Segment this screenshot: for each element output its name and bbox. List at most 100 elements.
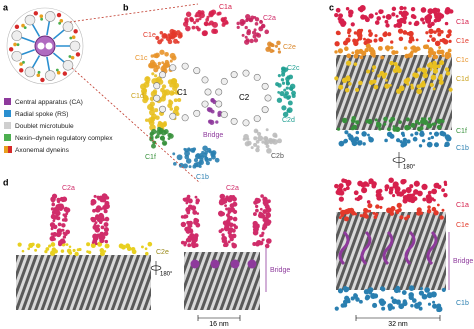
density xyxy=(280,78,285,82)
density xyxy=(433,182,440,189)
structure-label: C1b xyxy=(456,300,469,307)
density xyxy=(421,293,428,300)
density xyxy=(419,126,424,131)
protofilament xyxy=(153,82,161,90)
density xyxy=(187,243,192,248)
density xyxy=(204,156,209,161)
density xyxy=(366,200,371,204)
density xyxy=(192,236,198,243)
protofilament xyxy=(253,115,261,123)
density xyxy=(253,142,258,147)
density xyxy=(185,11,192,18)
density xyxy=(208,149,212,154)
density xyxy=(338,196,344,202)
density xyxy=(52,206,59,213)
density xyxy=(193,233,199,238)
legend-label: Nexin–dynein regulatory complex xyxy=(15,135,113,142)
density xyxy=(261,226,266,231)
protofilament xyxy=(193,109,201,117)
density xyxy=(433,131,440,137)
density xyxy=(351,51,355,55)
density xyxy=(184,197,188,201)
density xyxy=(422,197,427,202)
density xyxy=(338,140,345,147)
protofilament xyxy=(204,88,212,96)
dynein xyxy=(40,77,45,83)
density xyxy=(390,296,394,300)
density xyxy=(248,17,254,23)
density xyxy=(434,40,441,47)
density xyxy=(188,204,193,210)
density xyxy=(99,251,105,257)
density xyxy=(147,241,153,247)
density xyxy=(410,304,414,308)
density xyxy=(388,190,394,195)
density xyxy=(365,119,370,124)
protofilament xyxy=(230,71,238,79)
density xyxy=(427,23,433,29)
density xyxy=(254,204,259,209)
density xyxy=(400,142,406,148)
density xyxy=(412,15,417,20)
density xyxy=(379,205,383,209)
density xyxy=(374,20,380,25)
density xyxy=(433,30,437,34)
density xyxy=(354,212,358,216)
protofilament xyxy=(242,69,250,77)
bridge-density xyxy=(210,259,220,269)
density xyxy=(379,286,385,291)
density xyxy=(436,27,441,33)
density xyxy=(151,143,156,149)
density xyxy=(392,126,398,132)
density xyxy=(414,302,421,309)
density xyxy=(384,138,388,143)
density xyxy=(228,233,234,239)
density xyxy=(402,299,407,304)
density xyxy=(418,84,423,88)
density xyxy=(151,113,157,120)
density xyxy=(448,87,453,92)
structure-label: C1e xyxy=(143,32,156,39)
density xyxy=(58,206,64,211)
density xyxy=(432,198,436,202)
density xyxy=(343,187,347,192)
density xyxy=(411,298,417,303)
density xyxy=(180,221,187,228)
density xyxy=(241,33,245,37)
density xyxy=(345,60,352,66)
density xyxy=(149,101,155,107)
density xyxy=(262,209,268,214)
density xyxy=(359,214,363,218)
dynein xyxy=(59,19,64,23)
density xyxy=(424,287,430,293)
density xyxy=(354,197,358,201)
density xyxy=(245,14,251,20)
density xyxy=(250,146,254,150)
density xyxy=(420,287,424,291)
density xyxy=(346,53,352,59)
density xyxy=(228,222,234,228)
density xyxy=(431,188,438,195)
density xyxy=(232,223,236,227)
panel-label: a xyxy=(3,2,9,12)
density xyxy=(373,215,378,219)
density xyxy=(103,231,109,236)
density xyxy=(387,127,391,132)
density xyxy=(404,124,410,131)
density xyxy=(427,8,434,15)
structure-label: C1c xyxy=(135,55,148,62)
density xyxy=(255,208,259,213)
density xyxy=(188,220,193,226)
density xyxy=(255,32,260,37)
density xyxy=(377,45,383,51)
density xyxy=(141,245,144,249)
density xyxy=(436,203,440,207)
density xyxy=(430,291,437,298)
density xyxy=(396,21,403,29)
ndrc xyxy=(22,60,25,64)
structure-label: C1f xyxy=(145,154,156,161)
density xyxy=(416,210,422,216)
structure-label: C2c xyxy=(287,65,300,72)
density xyxy=(86,242,91,247)
density xyxy=(422,72,429,79)
